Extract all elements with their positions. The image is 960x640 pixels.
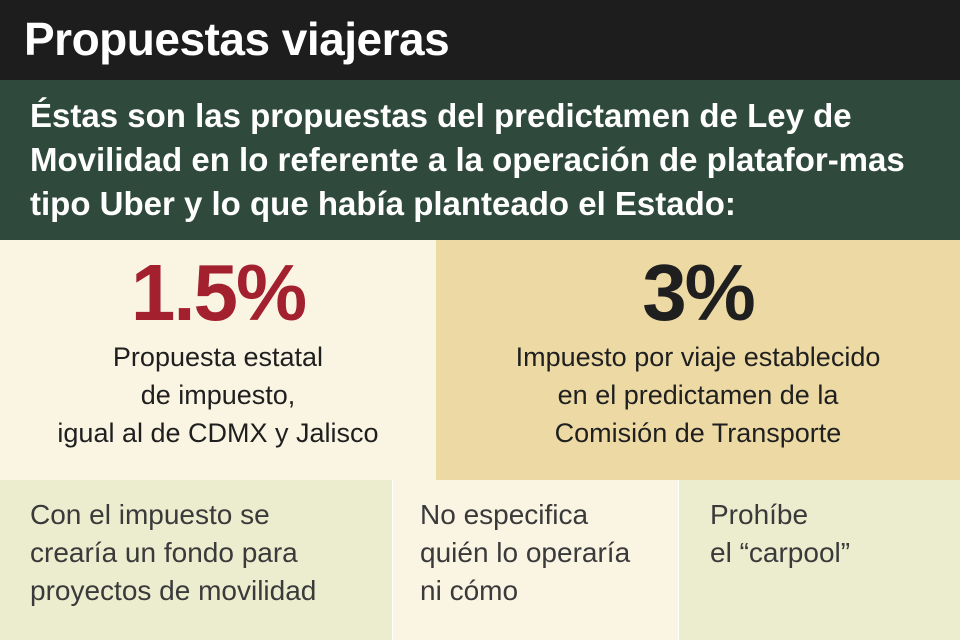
stat-value: 1.5% bbox=[130, 248, 307, 337]
intro-band: Éstas son las propuestas del predictamen… bbox=[0, 80, 960, 240]
title-bar: Propuestas viajeras bbox=[0, 0, 960, 80]
intro-text: Éstas son las propuestas del predictamen… bbox=[30, 97, 905, 222]
stat-state-tax: 1.5% Propuesta estatal de impuesto, igua… bbox=[0, 240, 436, 480]
divider bbox=[392, 480, 393, 640]
stat-value: 3% bbox=[642, 248, 756, 337]
note-operator: No especifica quién lo operaría ni cómo bbox=[392, 480, 678, 640]
page-title: Propuestas viajeras bbox=[24, 13, 450, 65]
note-fund: Con el impuesto se crearía un fondo para… bbox=[0, 480, 392, 640]
divider bbox=[678, 480, 679, 640]
stat-description: Impuesto por viaje establecido en el pre… bbox=[515, 342, 881, 448]
stat-description: Propuesta estatal de impuesto, igual al … bbox=[57, 342, 379, 448]
stat-predictamen-tax: 3% Impuesto por viaje establecido en el … bbox=[436, 240, 960, 480]
note-carpool: Prohíbe el “carpool” bbox=[678, 480, 960, 640]
